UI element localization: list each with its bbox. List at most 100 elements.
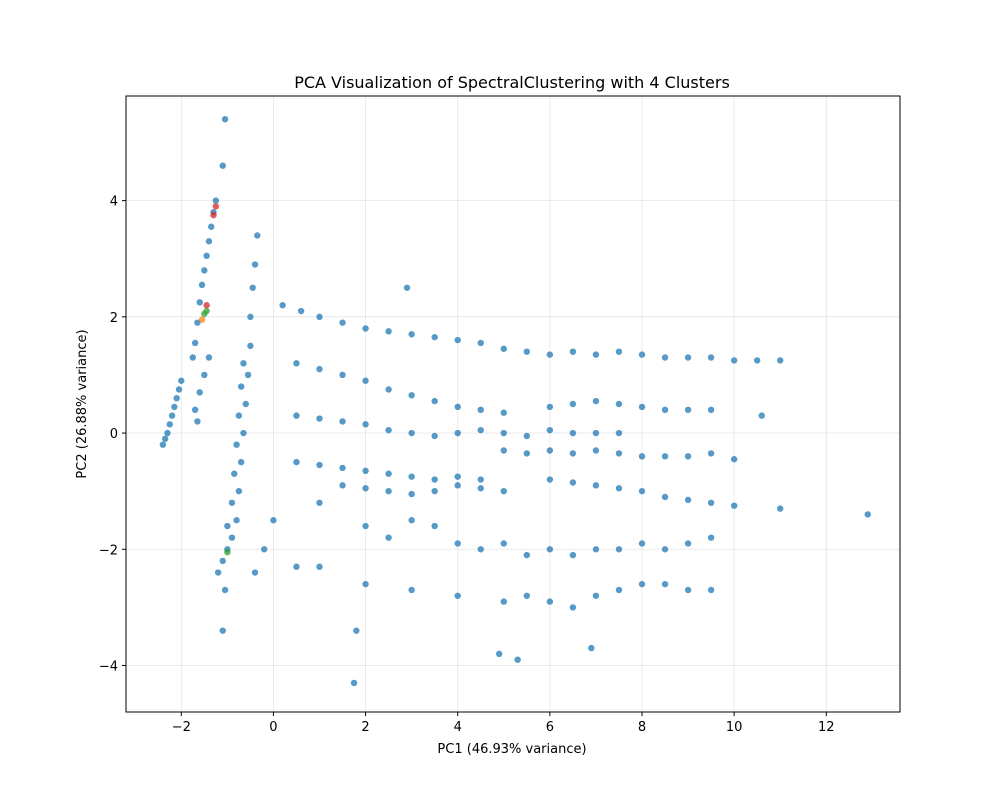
y-tick-label: 4 — [110, 195, 118, 210]
data-point — [707, 450, 715, 457]
data-point — [588, 644, 595, 652]
data-point — [219, 557, 226, 565]
data-point — [592, 482, 600, 489]
data-point — [362, 325, 369, 332]
data-point — [523, 432, 531, 440]
data-point — [251, 261, 259, 268]
data-point — [362, 377, 369, 384]
data-point — [408, 473, 415, 480]
data-point — [730, 456, 738, 463]
data-point — [385, 534, 392, 541]
data-point — [477, 546, 484, 553]
data-point — [707, 354, 715, 361]
data-point — [244, 371, 252, 379]
data-point — [219, 627, 226, 634]
data-point — [235, 412, 243, 419]
data-point — [316, 313, 323, 321]
data-point — [201, 267, 208, 274]
data-point — [638, 403, 646, 411]
data-point — [546, 426, 554, 434]
data-point — [684, 453, 692, 460]
data-point — [661, 406, 669, 414]
data-point — [661, 546, 669, 553]
data-point — [251, 569, 259, 576]
data-point — [758, 412, 765, 419]
data-point — [203, 302, 210, 309]
data-point — [247, 313, 254, 321]
data-point — [638, 351, 646, 358]
data-point — [638, 487, 646, 495]
data-point — [431, 487, 438, 495]
data-point — [500, 540, 507, 547]
data-point — [615, 348, 623, 355]
data-point — [194, 418, 201, 425]
data-point — [569, 400, 577, 408]
data-point — [408, 392, 415, 399]
data-point — [362, 421, 369, 428]
y-tick-label: −4 — [99, 660, 118, 675]
series-2 — [201, 307, 231, 556]
data-point — [362, 485, 369, 492]
series-0 — [159, 116, 871, 687]
data-point — [203, 307, 210, 315]
data-point — [293, 563, 300, 570]
data-point — [196, 389, 203, 396]
data-point — [431, 476, 438, 483]
data-point — [546, 476, 554, 483]
data-point — [777, 505, 784, 512]
data-point — [638, 580, 646, 588]
data-point — [189, 354, 197, 361]
data-point — [249, 284, 256, 291]
data-point — [233, 441, 240, 448]
data-point — [615, 485, 623, 492]
data-point — [240, 360, 247, 367]
data-point — [408, 586, 415, 594]
data-point — [661, 453, 669, 460]
data-point — [569, 604, 577, 611]
data-point — [684, 406, 692, 414]
data-point — [224, 522, 231, 530]
data-point — [408, 490, 415, 498]
data-point — [684, 540, 692, 547]
data-point — [221, 116, 229, 123]
data-point — [339, 482, 346, 489]
data-point — [205, 238, 213, 245]
data-point — [385, 386, 392, 393]
data-point — [707, 499, 715, 506]
data-point — [339, 418, 346, 425]
data-point — [477, 339, 484, 347]
data-point — [339, 371, 346, 379]
data-point — [339, 464, 346, 472]
data-point — [569, 348, 577, 355]
data-point — [546, 546, 554, 553]
data-point — [159, 441, 167, 448]
data-point — [408, 331, 415, 338]
data-point — [569, 429, 577, 437]
data-point — [431, 397, 438, 405]
data-point — [247, 342, 254, 350]
data-point — [684, 354, 692, 361]
data-point — [362, 580, 369, 588]
data-point — [191, 339, 199, 347]
data-point — [454, 336, 461, 344]
data-point — [237, 383, 245, 390]
data-point — [270, 517, 277, 524]
data-point — [592, 397, 600, 405]
x-tick-label: 2 — [361, 720, 369, 735]
data-point — [500, 429, 507, 437]
x-tick-label: 4 — [454, 720, 462, 735]
data-point — [231, 470, 238, 477]
x-tick-label: 12 — [818, 720, 835, 735]
scatter-points — [159, 116, 871, 687]
data-point — [297, 307, 305, 315]
data-point — [228, 534, 236, 541]
data-point — [777, 357, 784, 364]
data-point — [279, 302, 286, 309]
data-point — [500, 598, 507, 605]
data-point — [431, 522, 438, 530]
data-point — [293, 360, 300, 367]
data-point — [592, 546, 600, 553]
data-point — [477, 476, 484, 483]
data-point — [219, 162, 226, 169]
